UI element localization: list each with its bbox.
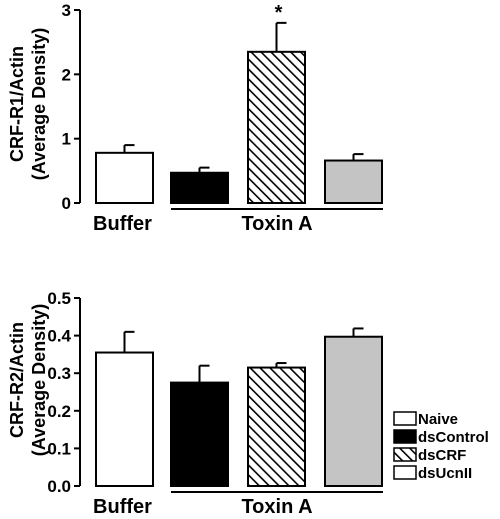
y-tick-label: 1 xyxy=(62,130,71,149)
y-tick-label: 0.5 xyxy=(47,289,71,308)
y-axis-label-line2: (Average Density) xyxy=(29,28,49,180)
bar-dscontrol xyxy=(170,381,229,488)
legend-swatch-naive xyxy=(393,411,417,426)
group-label-toxin: Toxin A xyxy=(241,213,312,235)
legend-swatch-dsucnii xyxy=(393,465,417,480)
y-tick-label: 0.2 xyxy=(47,402,71,421)
y-tick-label: 3 xyxy=(62,1,71,20)
y-ticks: 0 1 2 3 xyxy=(62,1,81,213)
y-tick-label: 0.4 xyxy=(47,327,71,346)
y-tick-label: 0.0 xyxy=(47,477,71,496)
legend-label-naive: Naive xyxy=(418,411,458,428)
y-ticks: 0.0 0.1 0.2 0.3 0.4 0.5 xyxy=(47,289,81,496)
group-label-buffer: Buffer xyxy=(93,213,152,235)
significance-star: * xyxy=(275,2,283,24)
group-labels: Buffer Toxin A xyxy=(93,491,383,518)
bar-dscrf xyxy=(247,366,306,487)
legend-label-dscrf: dsCRF xyxy=(418,447,466,464)
bars: * xyxy=(95,2,383,205)
y-tick-label: 2 xyxy=(62,65,71,84)
bar-dscrf xyxy=(247,50,306,204)
legend-swatch-dscrf xyxy=(393,447,417,462)
group-labels: Buffer Toxin A xyxy=(93,208,383,235)
legend-swatch-dscontrol xyxy=(393,429,417,444)
bar-dsucnii xyxy=(324,335,383,487)
crf-r1-panel: CRF-R1/Actin (Average Density) 0 1 2 3 * Bu… xyxy=(7,1,383,235)
y-axis-label-line1: CRF-R2/Actin xyxy=(7,322,27,438)
crf-r2-panel: CRF-R2/Actin (Average Density) 0.0 0.1 0.2… xyxy=(7,289,383,518)
bar-dscontrol xyxy=(170,171,229,205)
group-label-toxin: Toxin A xyxy=(241,496,312,518)
bar-naive xyxy=(95,151,154,205)
bars xyxy=(95,327,383,488)
y-tick-label: 0 xyxy=(62,194,71,213)
bar-naive xyxy=(95,351,154,487)
group-label-buffer: Buffer xyxy=(93,496,152,518)
legend-label-dsucnii: dsUcnII xyxy=(418,465,472,482)
y-tick-label: 0.3 xyxy=(47,364,71,383)
bar-dsucnii xyxy=(324,159,383,204)
y-axis-label-line1: CRF-R1/Actin xyxy=(7,46,27,162)
y-tick-label: 0.1 xyxy=(47,439,71,458)
legend-label-dscontrol: dsControl xyxy=(418,429,489,446)
y-axis-label-line2: (Average Density) xyxy=(29,304,49,456)
